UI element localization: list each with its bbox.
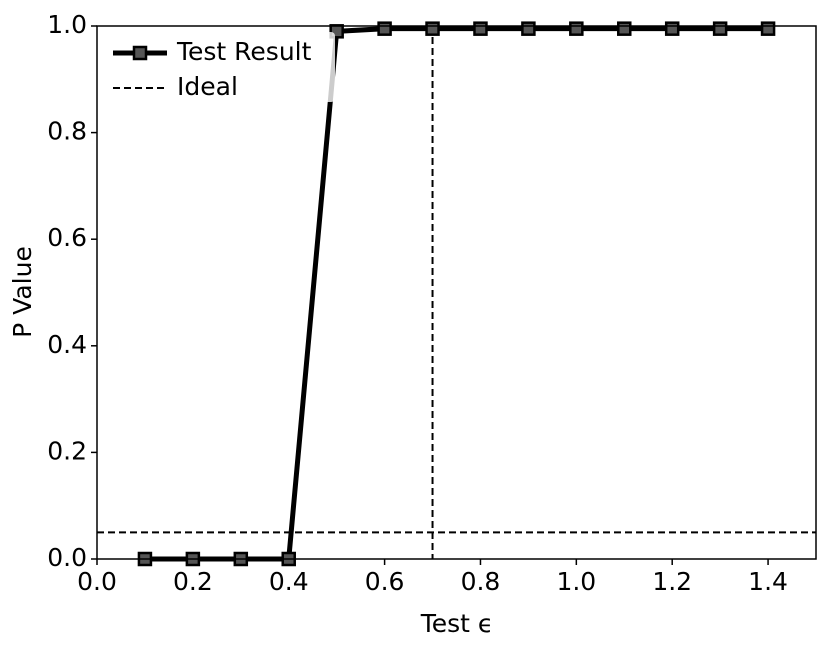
legend: Test Result Ideal xyxy=(105,32,335,102)
marker xyxy=(617,21,632,36)
marker xyxy=(664,21,680,36)
y-tick-label: 1.0 xyxy=(47,10,87,39)
y-tick-label: 0.0 xyxy=(47,543,87,572)
plot-frame xyxy=(96,25,817,560)
series-line xyxy=(144,26,769,562)
marker xyxy=(473,21,488,36)
y-tick-label: 0.8 xyxy=(47,117,87,146)
legend-label: Test Result xyxy=(176,37,312,66)
x-axis-label: Test ϵ xyxy=(420,609,494,638)
y-axis-label: P Value xyxy=(8,246,37,338)
legend-label: Ideal xyxy=(177,72,238,101)
x-tick-label: 1.2 xyxy=(652,567,692,596)
y-tick-label: 0.6 xyxy=(47,223,87,252)
x-tick-label: 0.0 xyxy=(77,567,117,596)
legend-marker xyxy=(132,45,148,61)
legend-box xyxy=(105,32,335,102)
marker xyxy=(760,21,776,36)
x-tick-label: 1.0 xyxy=(556,567,596,596)
y-tick-label: 0.2 xyxy=(47,436,87,465)
marker xyxy=(712,21,728,36)
marker xyxy=(425,21,440,36)
marker xyxy=(377,21,392,36)
y-tick-label: 0.4 xyxy=(47,330,87,359)
marker xyxy=(569,21,584,36)
x-tick-label: 0.6 xyxy=(365,567,405,596)
x-tick-label: 0.4 xyxy=(269,567,309,596)
x-tick-label: 1.4 xyxy=(748,567,788,596)
marker xyxy=(521,21,536,36)
x-tick-label: 0.8 xyxy=(461,567,501,596)
x-tick-label: 0.2 xyxy=(173,567,213,596)
